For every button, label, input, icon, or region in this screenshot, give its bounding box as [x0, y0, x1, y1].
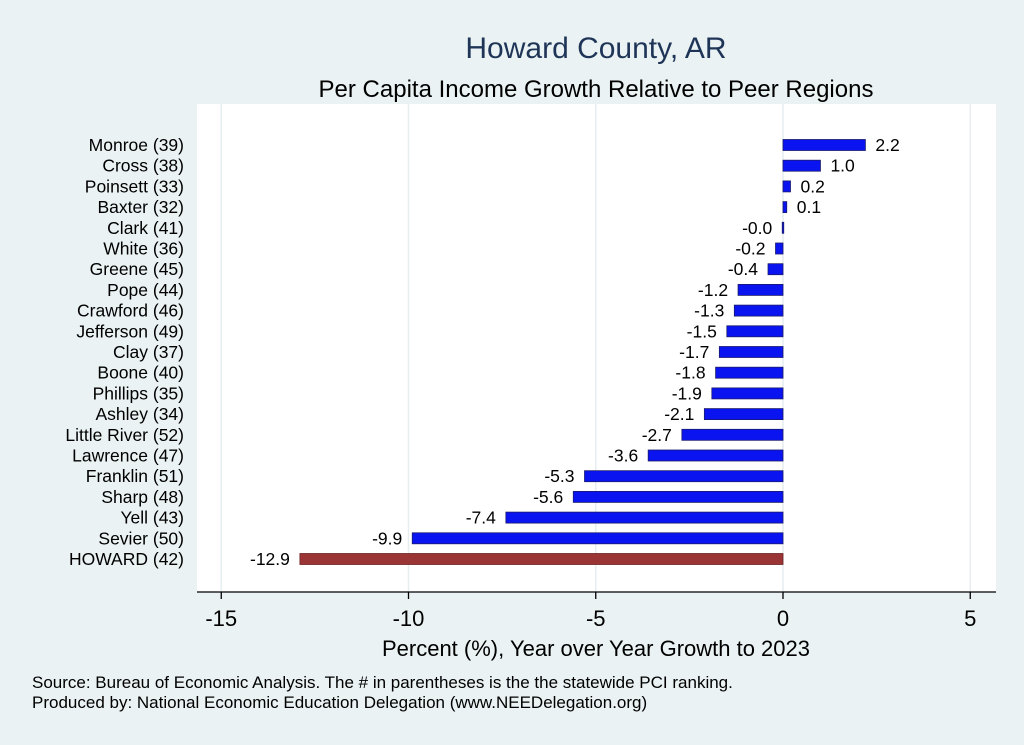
- bar-value-label: -2.7: [642, 425, 672, 445]
- category-label: Lawrence (47): [72, 446, 184, 466]
- bar: [584, 470, 784, 483]
- bar: [781, 221, 785, 234]
- category-label: Monroe (39): [89, 135, 184, 155]
- category-label: Greene (45): [90, 259, 184, 279]
- category-label: HOWARD (42): [69, 549, 184, 569]
- category-label: Jefferson (49): [76, 321, 184, 341]
- x-tick-label: 0: [777, 606, 789, 631]
- bar-value-label: -7.4: [466, 508, 496, 528]
- bar-value-label: 1.0: [830, 156, 855, 176]
- x-ticks: -15 -10 -5 0 5: [205, 592, 976, 631]
- bar: [703, 408, 784, 421]
- bar: [782, 201, 788, 214]
- bar: [737, 283, 784, 296]
- bar: [681, 428, 784, 441]
- bar-value-label: -1.3: [694, 301, 724, 321]
- category-label: Sevier (50): [98, 528, 184, 548]
- bar-value-label: -0.0: [742, 218, 772, 238]
- bar-value-label: -1.8: [675, 363, 705, 383]
- category-label: Baxter (32): [97, 197, 184, 217]
- bar-value-label: -1.2: [698, 280, 728, 300]
- bar-value-label: 0.2: [800, 176, 824, 196]
- bar: [726, 325, 784, 338]
- bar-value-label: 0.1: [797, 197, 821, 217]
- bar-value-label: 2.2: [875, 135, 899, 155]
- bar-value-label: -1.5: [687, 321, 717, 341]
- bar-value-label: -1.9: [672, 383, 702, 403]
- category-labels: Monroe (39)Cross (38)Poinsett (33)Baxter…: [65, 135, 184, 569]
- bar-value-label: -3.6: [608, 446, 638, 466]
- bar-value-label: -0.2: [735, 239, 765, 259]
- category-label: White (36): [103, 239, 184, 259]
- bar: [775, 242, 784, 255]
- bar-value-label: -0.4: [728, 259, 758, 279]
- chart-subtitle: Per Capita Income Growth Relative to Pee…: [319, 76, 874, 103]
- bar: [767, 263, 784, 276]
- bar-value-label: -1.7: [679, 342, 709, 362]
- bar-highlight: [299, 553, 784, 565]
- category-label: Clark (41): [107, 218, 184, 238]
- bar-value-label: -9.9: [372, 528, 402, 548]
- bar-value-label: -12.9: [250, 549, 290, 569]
- bar: [711, 387, 784, 400]
- bar: [718, 346, 784, 358]
- bar: [782, 139, 866, 151]
- bar-value-label: -5.3: [544, 466, 574, 486]
- category-label: Cross (38): [102, 156, 184, 176]
- bar-value-label: -5.6: [533, 487, 563, 507]
- category-label: Crawford (46): [77, 301, 184, 321]
- bar: [572, 490, 784, 503]
- category-label: Phillips (35): [93, 383, 184, 403]
- chart-title: Howard County, AR: [465, 32, 726, 65]
- bar: [782, 180, 791, 193]
- bar: [505, 511, 784, 524]
- category-label: Ashley (34): [95, 404, 184, 424]
- bar-value-label: -2.1: [664, 404, 694, 424]
- category-label: Sharp (48): [101, 487, 184, 507]
- category-label: Little River (52): [65, 425, 184, 445]
- x-tick-label: 5: [964, 606, 976, 631]
- category-label: Franklin (51): [86, 466, 184, 486]
- bar: [733, 304, 784, 317]
- bar: [647, 449, 784, 462]
- x-tick-label: -10: [393, 606, 425, 631]
- bar: [411, 532, 784, 545]
- category-label: Clay (37): [113, 342, 184, 362]
- source-note: Source: Bureau of Economic Analysis. The…: [32, 673, 733, 692]
- x-tick-label: -5: [586, 606, 606, 631]
- x-tick-label: -15: [205, 606, 237, 631]
- bar: [782, 159, 821, 172]
- x-axis-label: Percent (%), Year over Year Growth to 20…: [382, 636, 810, 661]
- bars: 2.2 1.0 0.20.1 -0.0-0.2-0.4-1.2-1.3-1.5-1.7…: [250, 135, 900, 569]
- category-label: Pope (44): [107, 280, 184, 300]
- category-label: Boone (40): [97, 363, 184, 383]
- producer-note: Produced by: National Economic Education…: [32, 693, 647, 712]
- category-label: Poinsett (33): [85, 176, 184, 196]
- category-label: Yell (43): [120, 508, 184, 528]
- bar: [715, 366, 784, 379]
